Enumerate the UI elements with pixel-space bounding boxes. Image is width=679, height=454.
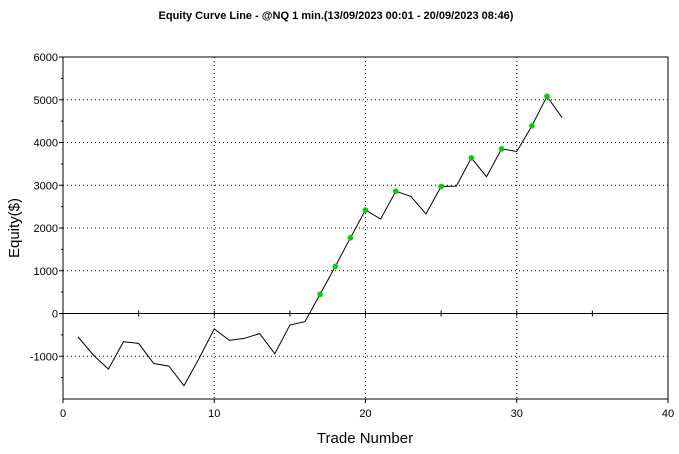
equity-curve-line — [77, 95, 563, 387]
chart-title: Equity Curve Line - @NQ 1 min.(13/09/202… — [159, 10, 514, 22]
x-axis-title: Trade Number — [317, 430, 413, 447]
y-tick-label: 4000 — [34, 138, 58, 150]
y-tick-label: 6000 — [34, 52, 58, 64]
new-equity-high-point — [362, 207, 369, 213]
new-equity-high-point — [392, 188, 399, 195]
x-tick-label: 30 — [511, 408, 523, 420]
y-tick-label: 0 — [52, 309, 58, 321]
x-tick-label: 40 — [662, 408, 674, 420]
plot-area-frame — [62, 56, 669, 400]
y-tick-label: 2000 — [34, 223, 58, 235]
y-tick-label: 5000 — [34, 95, 58, 107]
new-equity-high-point — [317, 291, 323, 298]
y-tick-label: 3000 — [34, 180, 58, 192]
new-equity-high-point — [529, 123, 535, 129]
y-tick-label: 1000 — [34, 266, 58, 278]
new-equity-high-point — [438, 183, 444, 190]
x-tick-label: 0 — [60, 408, 66, 420]
x-tick-label: 20 — [359, 408, 371, 420]
y-tick-label: -1000 — [30, 351, 58, 363]
series-layer — [77, 93, 563, 387]
y-axis-title: Equity($) — [6, 198, 23, 258]
x-tick-label: 10 — [208, 408, 220, 420]
new-equity-high-point — [468, 155, 475, 161]
new-equity-high-point — [332, 263, 339, 270]
new-equity-high-point — [544, 93, 550, 100]
tick-layer: -1000 0 1000 2000 3000 4000 5000 6000 0 10 20 30 40 — [30, 52, 674, 420]
grid-layer — [63, 57, 668, 399]
new-equity-high-point — [347, 235, 354, 241]
new-equity-high-point — [498, 146, 505, 152]
